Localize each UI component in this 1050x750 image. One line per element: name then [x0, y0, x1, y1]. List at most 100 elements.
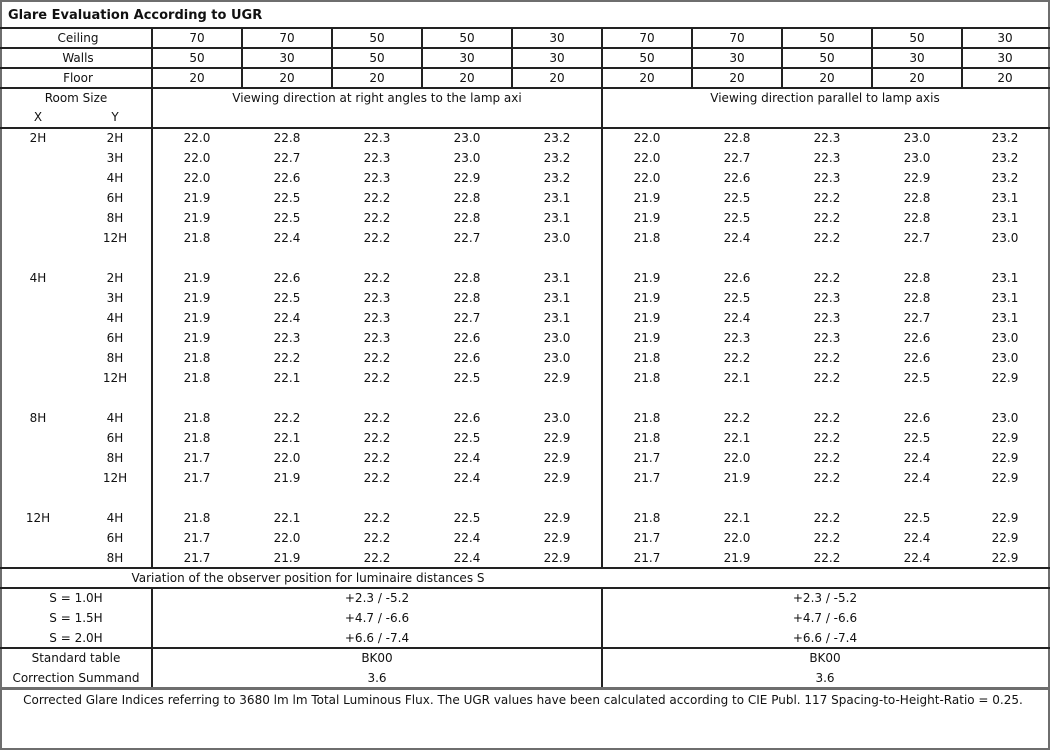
ugr-value: 22.6 — [453, 411, 481, 425]
reflectance-value: 20 — [549, 71, 565, 85]
standard-table-left: BK00 — [361, 651, 393, 665]
ugr-value: 22.4 — [273, 231, 301, 245]
footnote: Corrected Glare Indices referring to 368… — [23, 693, 1023, 707]
ugr-value: 22.9 — [543, 471, 571, 485]
variation-right-value: +2.3 / -5.2 — [792, 591, 858, 605]
ugr-value: 21.7 — [183, 451, 211, 465]
ugr-value: 22.3 — [813, 291, 841, 305]
ugr-value: 22.0 — [723, 451, 751, 465]
ugr-value: 22.2 — [723, 351, 751, 365]
ugr-value: 22.2 — [723, 411, 751, 425]
ugr-value: 21.9 — [723, 551, 751, 565]
ugr-value: 22.3 — [363, 331, 391, 345]
divider — [151, 88, 153, 568]
ugr-value: 21.8 — [183, 431, 211, 445]
room-y: 3H — [106, 151, 124, 165]
reflectance-value: 20 — [189, 71, 205, 85]
variation-right-value: +4.7 / -6.6 — [792, 611, 858, 625]
divider — [0, 27, 1050, 29]
ugr-value: 21.8 — [633, 511, 661, 525]
correction-summand-left: 3.6 — [367, 671, 387, 685]
ugr-value: 21.8 — [633, 431, 661, 445]
ugr-value: 22.6 — [453, 351, 481, 365]
room-x: 2H — [29, 131, 47, 145]
ugr-value: 23.1 — [543, 211, 571, 225]
divider — [871, 28, 873, 88]
room-y: 8H — [106, 551, 124, 565]
ugr-value: 23.0 — [903, 151, 931, 165]
ugr-value: 21.9 — [633, 211, 661, 225]
ugr-value: 22.2 — [273, 351, 301, 365]
ugr-value: 23.1 — [543, 291, 571, 305]
ugr-value: 21.8 — [633, 371, 661, 385]
ugr-value: 22.2 — [813, 211, 841, 225]
ugr-value: 22.0 — [633, 171, 661, 185]
ugr-value: 22.3 — [273, 331, 301, 345]
room-y: 12H — [102, 231, 128, 245]
ugr-value: 22.4 — [903, 451, 931, 465]
divider — [331, 28, 333, 88]
reflectance-value: 70 — [639, 31, 655, 45]
ugr-value: 21.7 — [633, 531, 661, 545]
reflectance-value: 50 — [369, 51, 385, 65]
ugr-value: 22.3 — [723, 331, 751, 345]
reflectance-label: Walls — [62, 51, 94, 65]
room-y: 4H — [106, 411, 124, 425]
ugr-value: 23.1 — [543, 191, 571, 205]
ugr-value: 21.8 — [633, 231, 661, 245]
ugr-value: 22.1 — [273, 371, 301, 385]
ugr-value: 22.6 — [903, 351, 931, 365]
ugr-value: 23.1 — [543, 271, 571, 285]
divider — [151, 588, 153, 688]
reflectance-value: 50 — [819, 51, 835, 65]
ugr-value: 22.2 — [363, 531, 391, 545]
divider — [691, 28, 693, 88]
ugr-value: 22.6 — [273, 171, 301, 185]
room-y: 6H — [106, 531, 124, 545]
ugr-value: 21.9 — [723, 471, 751, 485]
ugr-value: 22.0 — [183, 171, 211, 185]
room-x: 12H — [25, 511, 51, 525]
standard-table-label: Standard table — [31, 651, 121, 665]
ugr-value: 22.8 — [273, 131, 301, 145]
ugr-value: 23.0 — [991, 351, 1019, 365]
ugr-value: 23.0 — [543, 331, 571, 345]
ugr-value: 22.6 — [903, 331, 931, 345]
ugr-value: 22.2 — [813, 471, 841, 485]
ugr-value: 22.6 — [453, 331, 481, 345]
ugr-value: 22.9 — [543, 431, 571, 445]
ugr-value: 22.9 — [453, 171, 481, 185]
reflectance-value: 50 — [369, 31, 385, 45]
reflectance-value: 30 — [549, 31, 565, 45]
reflectance-value: 70 — [729, 31, 745, 45]
ugr-value: 22.4 — [903, 531, 931, 545]
ugr-value: 22.7 — [453, 231, 481, 245]
ugr-value: 22.3 — [363, 291, 391, 305]
ugr-value: 23.0 — [991, 411, 1019, 425]
divider — [421, 28, 423, 88]
ugr-value: 22.8 — [903, 191, 931, 205]
divider — [0, 127, 1050, 129]
reflectance-value: 20 — [819, 71, 835, 85]
divider — [601, 28, 603, 88]
ugr-value: 22.8 — [903, 211, 931, 225]
ugr-value: 22.5 — [723, 211, 751, 225]
ugr-value: 21.9 — [183, 331, 211, 345]
room-y: 3H — [106, 291, 124, 305]
ugr-value: 22.5 — [723, 191, 751, 205]
ugr-value: 22.7 — [453, 311, 481, 325]
ugr-value: 22.7 — [903, 311, 931, 325]
ugr-value: 22.7 — [903, 231, 931, 245]
ugr-value: 21.8 — [183, 371, 211, 385]
ugr-value: 22.8 — [453, 191, 481, 205]
ugr-value: 21.9 — [273, 471, 301, 485]
ugr-value: 23.2 — [991, 131, 1019, 145]
reflectance-value: 20 — [279, 71, 295, 85]
reflectance-value: 20 — [459, 71, 475, 85]
ugr-value: 22.4 — [453, 531, 481, 545]
room-y: 12H — [102, 471, 128, 485]
variation-label: S = 2.0H — [49, 631, 103, 645]
ugr-value: 22.2 — [363, 451, 391, 465]
ugr-value: 22.0 — [723, 531, 751, 545]
reflectance-value: 30 — [909, 51, 925, 65]
